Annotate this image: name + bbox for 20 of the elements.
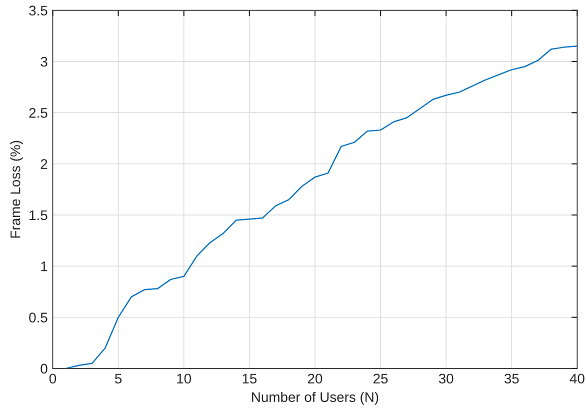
x-tick-label: 10 (177, 374, 192, 384)
y-tick-label: 2.5 (29, 108, 48, 118)
x-axis-title: Number of Users (N) (252, 392, 378, 405)
x-tick-label: 15 (242, 374, 257, 384)
x-tick-label: 0 (49, 374, 56, 384)
y-tick-label: 0 (40, 364, 48, 374)
x-tick-label: 30 (438, 374, 454, 384)
y-tick-label: 1.5 (30, 210, 48, 220)
x-tick-label: 40 (570, 374, 584, 384)
y-tick-label: 3 (40, 56, 48, 67)
x-tick-label: 20 (308, 374, 322, 384)
x-tick-label: 25 (374, 374, 388, 384)
y-tick-label: 0.5 (29, 312, 48, 322)
y-tick-label: 1 (41, 262, 48, 272)
line-series (65, 46, 578, 368)
y-tick-label: 2 (40, 159, 48, 169)
y-axis-title: Frame Loss (%) (10, 140, 24, 238)
x-tick-label: 5 (114, 374, 122, 384)
y-tick-label: 3.5 (29, 6, 48, 16)
x-tick-label: 35 (504, 374, 519, 384)
